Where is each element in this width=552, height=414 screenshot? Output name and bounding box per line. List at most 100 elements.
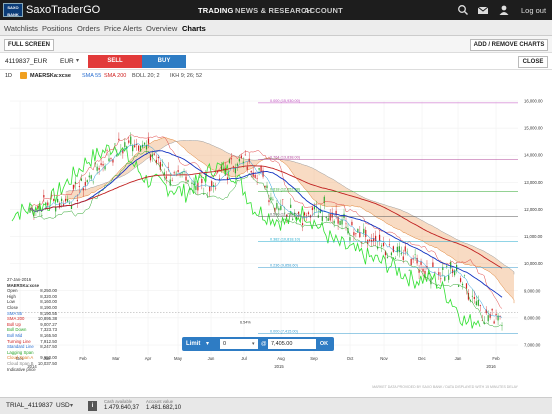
candle-body xyxy=(454,270,456,276)
candle-body xyxy=(138,145,140,151)
candle-body xyxy=(341,219,343,225)
x-tick-label: 2014 xyxy=(27,364,37,369)
tab-charts[interactable]: Charts xyxy=(182,24,206,33)
tab-positions[interactable]: Positions xyxy=(42,24,73,33)
candle-body xyxy=(78,185,80,187)
info-row-key: High xyxy=(7,293,16,299)
full-screen-button[interactable]: FULL SCREEN xyxy=(4,39,54,51)
order-type-chevron-icon[interactable]: ▾ xyxy=(206,341,210,347)
mail-icon[interactable] xyxy=(477,4,489,16)
fib-label: 0.764 (13,838.00) xyxy=(270,156,301,160)
instrument-account[interactable]: 4119837_EUR xyxy=(5,58,48,65)
info-row: Indicative price xyxy=(7,367,57,373)
sma55-label[interactable]: SMA 55 xyxy=(82,73,102,79)
info-row: High 8,320.00 xyxy=(7,294,57,300)
info-row-value: 10,037.50 xyxy=(37,360,57,366)
candle-body xyxy=(329,213,331,221)
info-row: SMA 55 8,190.55 xyxy=(7,311,57,317)
search-icon[interactable] xyxy=(457,4,469,16)
candle-body xyxy=(493,321,495,324)
chart-type-icon[interactable] xyxy=(20,72,27,79)
candle-body xyxy=(412,258,414,260)
status-currency[interactable]: USD xyxy=(56,402,70,409)
info-row-value: 7,912.50 xyxy=(40,338,57,344)
candle-body xyxy=(335,210,337,216)
order-price-input[interactable]: 7,405.00 xyxy=(268,339,316,349)
candle-body xyxy=(351,221,353,226)
info-row-key: Indicative price xyxy=(7,366,36,372)
candle-body xyxy=(327,218,329,221)
candle-body xyxy=(457,285,460,287)
candle-body xyxy=(201,178,203,184)
candle-body xyxy=(228,158,231,163)
candle-body xyxy=(163,172,165,176)
saxo-logo: SAXO BANK xyxy=(3,3,23,17)
candle-body xyxy=(155,159,157,163)
add-remove-charts-button[interactable]: ADD / REMOVE CHARTS xyxy=(470,39,548,51)
candle-body xyxy=(96,166,98,171)
tab-price-alerts[interactable]: Price Alerts xyxy=(104,24,142,33)
nav-trading[interactable]: TRADING xyxy=(198,6,234,15)
info-row: Boll Down 7,323.73 xyxy=(7,327,57,333)
boll-label[interactable]: BOLL 20; 2 xyxy=(132,73,160,79)
candle-body xyxy=(404,246,406,252)
top-bar xyxy=(0,0,552,20)
candle-body xyxy=(161,164,163,166)
candle-body xyxy=(84,182,86,186)
timeframe-label[interactable]: 1D xyxy=(5,73,13,79)
close-chart-button[interactable]: CLOSE xyxy=(518,56,548,68)
tab-watchlists[interactable]: Watchlists xyxy=(4,24,38,33)
candle-body xyxy=(45,202,47,206)
order-quantity-input[interactable]: 0 xyxy=(220,339,258,349)
info-row: Turning Line 7,912.50 xyxy=(7,339,57,345)
account-chevron-icon[interactable]: ▾ xyxy=(70,403,74,409)
candle-body xyxy=(442,266,444,271)
x-tick-label: Sep xyxy=(310,356,318,361)
info-icon[interactable]: i xyxy=(88,401,97,411)
tab-orders[interactable]: Orders xyxy=(77,24,100,33)
fibonacci-levels: 0.000 (15,930.00) 0.764 (13,838.00) 0.618 … xyxy=(10,99,518,334)
candle-body xyxy=(436,285,438,287)
user-icon[interactable] xyxy=(498,4,510,16)
candle-body xyxy=(189,189,191,190)
x-tick-label: Dec xyxy=(16,356,23,361)
order-type-label[interactable]: Limit xyxy=(186,341,201,347)
app-title: SaxoTraderGO xyxy=(26,4,101,16)
candle-body xyxy=(428,272,430,275)
quantity-chevron-icon[interactable]: ▾ xyxy=(252,341,255,347)
logout-link[interactable]: Log out xyxy=(521,6,547,15)
candle-body xyxy=(234,167,236,174)
candle-body xyxy=(394,258,396,259)
sma200-line xyxy=(29,165,503,269)
nav-account[interactable]: ACCOUNT xyxy=(304,6,343,15)
candle-body xyxy=(487,315,489,322)
info-row-key: Low xyxy=(7,299,15,305)
candle-body xyxy=(68,203,71,205)
candle-body xyxy=(80,178,82,181)
candle-body xyxy=(43,195,45,198)
status-account[interactable]: TRIAL_4119837 xyxy=(6,402,53,409)
ikh-label[interactable]: IKH 9; 26; 52 xyxy=(170,73,203,79)
candle-body xyxy=(66,199,69,202)
info-row-value: 8,160.00 xyxy=(40,299,57,305)
nav-news-research[interactable]: NEWS & RESEARCH xyxy=(235,6,313,15)
candle-body xyxy=(483,322,485,324)
candle-body xyxy=(114,143,116,145)
sma200-label[interactable]: SMA 200 xyxy=(104,73,127,79)
instrument-currency[interactable]: EUR xyxy=(60,58,74,65)
chevron-down-icon[interactable]: ▾ xyxy=(76,58,80,64)
info-row-value: 8,247.50 xyxy=(40,344,57,350)
candle-body xyxy=(181,172,183,174)
info-row: Boll Mid 8,165.50 xyxy=(7,333,57,339)
buy-button[interactable]: BUY xyxy=(142,55,186,68)
x-tick-label: 2016 xyxy=(486,364,496,369)
order-ok-button[interactable]: OK xyxy=(319,341,329,347)
tab-overview[interactable]: Overview xyxy=(146,24,178,33)
order-at-label: @ xyxy=(261,341,267,347)
sell-button[interactable]: SELL xyxy=(88,55,142,68)
candle-body xyxy=(491,308,493,311)
x-tick-label: Feb xyxy=(79,356,87,361)
candle-body xyxy=(118,138,120,141)
candle-body xyxy=(432,262,434,268)
y-tick-label: 13,000.00 xyxy=(524,180,543,185)
